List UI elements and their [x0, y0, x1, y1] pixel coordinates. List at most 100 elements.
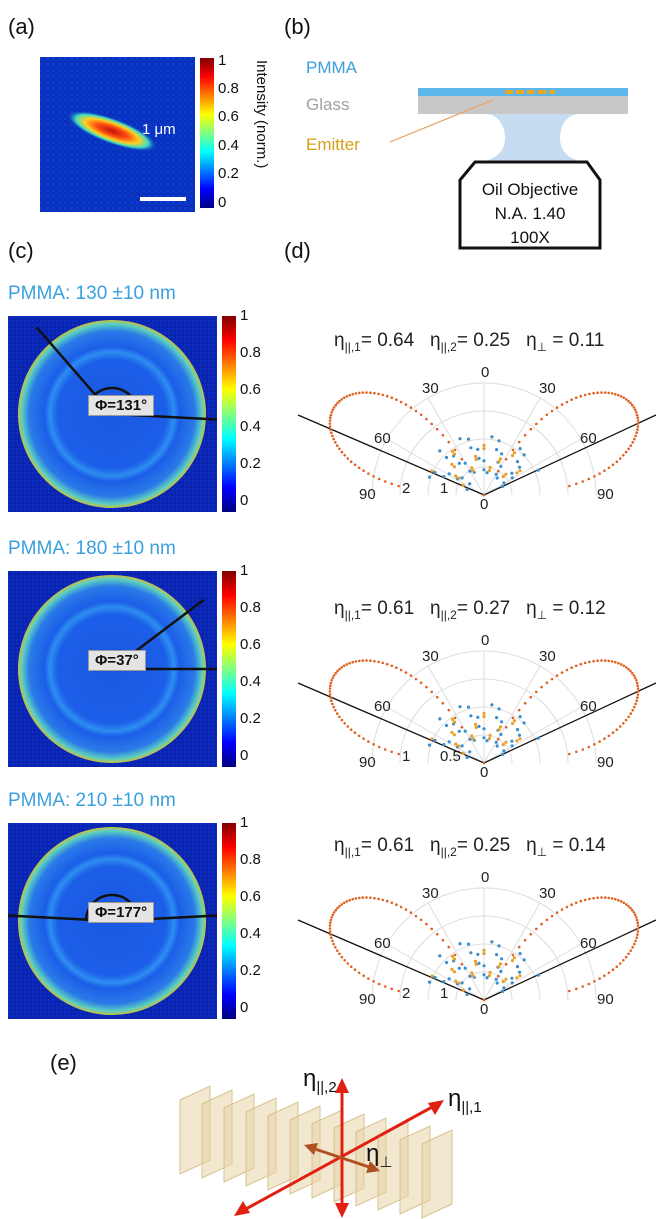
fit-point: [357, 971, 361, 975]
measured-point: [442, 475, 446, 479]
fit-point: [535, 927, 538, 931]
polar-grid-spoke: [386, 943, 485, 1001]
measured-point: [510, 976, 514, 980]
fit-point: [358, 391, 361, 395]
colorbar-c-tick: 0.4: [240, 673, 261, 690]
polar-angle-label: 0: [481, 365, 489, 381]
fit-point: [565, 905, 569, 909]
fit-point: [377, 477, 381, 481]
polar-grid-spoke: [483, 902, 541, 1001]
fit-point: [625, 903, 628, 906]
eta-values-row: η||,1= 0.64 η||,2= 0.25 η⊥ = 0.11: [334, 330, 605, 354]
fit-point: [338, 715, 341, 719]
fit-point: [603, 391, 607, 394]
fit-point: [334, 403, 337, 407]
fit-point: [447, 440, 451, 444]
fit-point: [342, 901, 346, 905]
fit-point: [367, 472, 370, 475]
measured-point: [470, 734, 474, 738]
fit-point: [633, 437, 636, 441]
measured-point: [499, 969, 503, 973]
fit-point: [329, 684, 332, 687]
fit-point: [635, 916, 638, 919]
pmma-thickness-label: PMMA: 180 ±10 nm: [8, 538, 176, 559]
panel-b-label: (b): [284, 14, 311, 39]
panel-a-label: (a): [8, 14, 35, 39]
polar-angle-label: 60: [374, 698, 391, 715]
eta-values-row: η||,1= 0.61 η||,2= 0.25 η⊥ = 0.14: [334, 835, 606, 859]
measured-point: [498, 962, 502, 966]
colorbar-c: [222, 571, 236, 767]
measured-point: [515, 471, 519, 475]
eta-par1-value: 0.61: [377, 835, 415, 856]
fit-point: [345, 395, 349, 398]
polar-angle-label: 90: [359, 486, 376, 503]
polar-angle-label: 60: [580, 698, 597, 715]
eta-par2-value: 0.25: [473, 330, 511, 351]
eta-subscript: ||,1: [344, 844, 361, 859]
fit-point: [636, 696, 639, 699]
fit-point: [629, 712, 633, 715]
eta-symbol: η: [526, 835, 537, 856]
objective-label: Oil Objective N.A. 1.40 100X: [460, 178, 600, 250]
measured-point: [447, 740, 451, 744]
fit-point: [635, 679, 638, 682]
fit-point: [373, 896, 376, 900]
objective-outline: [458, 160, 602, 250]
fit-point: [335, 949, 339, 952]
fit-point: [517, 440, 521, 444]
fit-point: [540, 922, 543, 926]
fit-point: [615, 728, 619, 731]
fit-point: [381, 898, 385, 902]
measured-point: [517, 733, 522, 737]
fit-point: [397, 484, 400, 488]
polar-plot: 0 30 30 60 60 90 90 2 1 0: [297, 365, 656, 513]
fit-point: [568, 484, 571, 488]
measured-point: [517, 970, 522, 974]
fit-point: [358, 896, 361, 900]
measured-point: [497, 965, 501, 969]
fit-point: [346, 457, 350, 460]
fit-point: [453, 448, 457, 452]
measured-point: [450, 462, 454, 466]
fit-point: [332, 942, 335, 946]
measured-point: [501, 484, 505, 488]
fit-point: [377, 745, 381, 749]
fit-point: [328, 425, 332, 428]
measured-point: [510, 721, 515, 726]
fit-point: [636, 419, 640, 422]
polar-radial-label: 0.5: [440, 748, 461, 765]
objective-line: 100X: [510, 228, 550, 247]
measured-point: [468, 974, 472, 978]
fit-point: [574, 664, 578, 668]
fit-point: [607, 971, 611, 975]
measured-point: [465, 755, 469, 760]
fit-point: [593, 980, 596, 983]
measured-point: [470, 971, 474, 975]
colorbar-a-tick: 0: [218, 194, 227, 211]
fit-point: [622, 901, 626, 905]
measured-point: [510, 744, 514, 748]
fit-point: [636, 425, 640, 428]
fit-point: [624, 718, 628, 722]
polar-radial-label: 1: [402, 748, 410, 765]
fit-point: [447, 708, 451, 712]
fit-point: [328, 927, 332, 930]
measured-point: [469, 714, 473, 718]
fit-point: [348, 898, 351, 902]
measured-point: [501, 989, 505, 993]
fit-point: [373, 391, 376, 395]
measured-point: [466, 705, 471, 709]
fit-point: [395, 903, 398, 906]
fit-point: [334, 946, 337, 949]
fit-point: [346, 962, 350, 965]
fit-point: [419, 681, 423, 685]
colorbar-a-tick: 0.6: [218, 108, 239, 125]
fit-point: [555, 406, 559, 409]
fit-point: [574, 901, 578, 905]
measured-point: [450, 730, 454, 734]
arrow-par2: [335, 1078, 349, 1218]
fit-point: [338, 399, 341, 403]
fit-point: [338, 447, 341, 451]
fit-point: [340, 666, 343, 669]
